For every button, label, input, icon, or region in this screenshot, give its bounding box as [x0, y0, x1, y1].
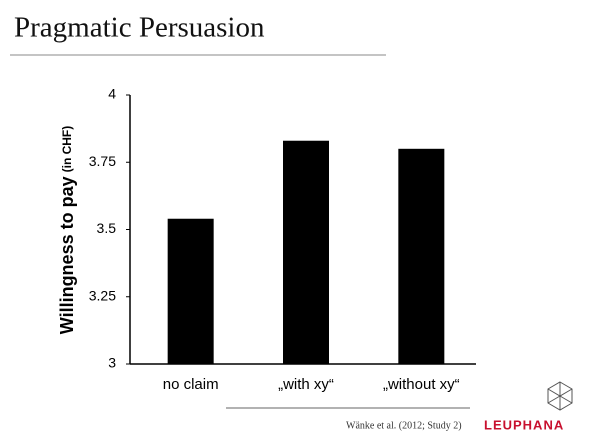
y-tick-label: 3.25	[89, 287, 116, 303]
logo	[547, 381, 573, 411]
citation: Wänke et al. (2012; Study 2)	[346, 420, 462, 431]
y-tick-label: 3	[108, 355, 116, 371]
bar	[398, 148, 445, 364]
bar	[167, 218, 214, 364]
plot: 3 3.25 3.5 3.75 4 no claim „with xy“ „without x…	[89, 86, 476, 393]
slide-title: Pragmatic Persuasion	[14, 12, 265, 44]
y-tick-label: 3.5	[97, 220, 117, 236]
bar	[283, 140, 329, 364]
x-tick-label: „with xy“	[278, 376, 334, 393]
y-axis-unit: (in CHF)	[60, 126, 74, 173]
y-tick-label: 4	[108, 86, 116, 102]
x-tick-label: „without xy“	[383, 376, 460, 393]
y-axis-label: Willingness to pay	[57, 176, 77, 334]
y-tick-label: 3.75	[89, 153, 116, 169]
brand: LEUPHANA	[484, 417, 564, 432]
y-axis-title: Willingness to pay (in CHF)	[57, 126, 77, 335]
x-tick-label: no claim	[163, 376, 219, 393]
